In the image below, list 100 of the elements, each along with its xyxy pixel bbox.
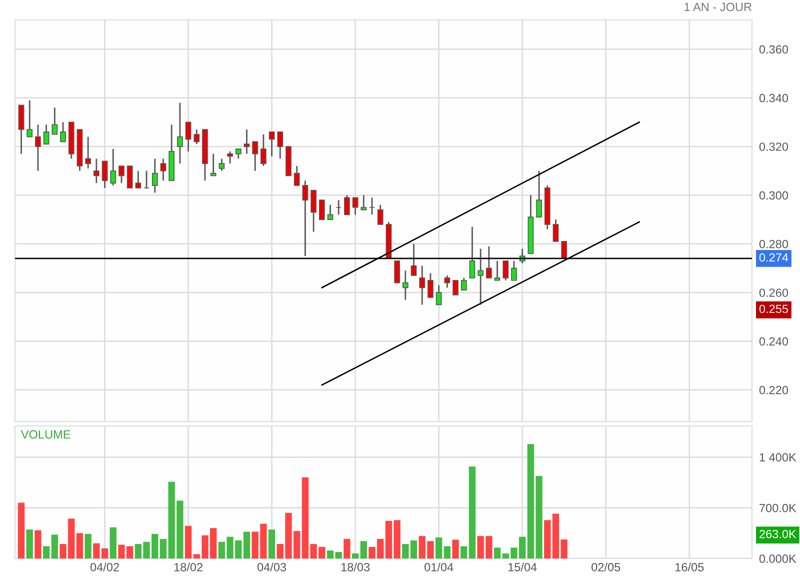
bar xyxy=(344,538,350,558)
bar xyxy=(452,540,459,558)
candlestick xyxy=(410,243,417,276)
candlestick xyxy=(177,102,183,164)
bar xyxy=(110,527,116,558)
candlestick xyxy=(218,158,225,172)
chart-title: VOLUME xyxy=(20,430,70,439)
text: 263.0K xyxy=(760,530,796,538)
candlestick xyxy=(60,122,66,142)
bar xyxy=(76,533,84,558)
bar xyxy=(18,502,25,558)
candlestick xyxy=(360,194,367,210)
candlestick xyxy=(310,190,316,232)
bar xyxy=(84,534,92,558)
candlestick xyxy=(344,194,350,216)
y-tick-label: 0.240 xyxy=(759,337,788,346)
candlestick xyxy=(394,260,400,284)
x-tick-label: 15/04 xyxy=(508,562,537,572)
candlestick xyxy=(144,170,150,189)
candlestick xyxy=(469,226,476,279)
candlestick xyxy=(244,128,250,155)
candlestick xyxy=(444,274,450,288)
bar xyxy=(468,466,476,558)
candlestick xyxy=(452,280,458,296)
candlestick xyxy=(302,180,308,257)
bar xyxy=(460,546,468,558)
bar xyxy=(34,530,42,558)
y-tick-label: 0.260 xyxy=(759,288,788,297)
candlestick xyxy=(511,260,517,282)
candlestick xyxy=(152,158,158,194)
ref-line-label: 0.274 xyxy=(759,253,788,262)
candlestick xyxy=(102,160,108,189)
x-tick-label: 04/03 xyxy=(257,562,286,572)
candlestick xyxy=(486,246,492,279)
x-tick-label: 01/04 xyxy=(424,562,454,572)
y-tick-label: 0.360 xyxy=(759,45,788,54)
candlestick xyxy=(552,218,559,242)
candlestick xyxy=(126,166,133,188)
x-tick-label: 18/03 xyxy=(341,562,370,572)
y-tick-label: 0.000K xyxy=(759,554,796,563)
bar xyxy=(184,526,192,558)
bar xyxy=(268,530,276,558)
candlestick xyxy=(352,196,358,216)
bar xyxy=(544,520,551,558)
candlestick xyxy=(502,260,509,282)
bar xyxy=(494,548,501,558)
candlestick xyxy=(110,148,116,186)
candlestick xyxy=(160,158,166,182)
candlestick xyxy=(336,199,342,216)
chart-subtitle: 1 AN - JOUR xyxy=(684,2,752,12)
candlestick xyxy=(536,170,542,218)
bar xyxy=(335,552,342,558)
candlestick xyxy=(52,106,58,136)
candlestick xyxy=(210,153,216,176)
bar xyxy=(51,534,58,558)
candlestick xyxy=(561,241,568,259)
candlestick xyxy=(277,131,284,160)
candlestick xyxy=(194,128,200,145)
candlestick xyxy=(118,165,124,184)
x-tick-label: 18/02 xyxy=(174,562,202,572)
candlestick xyxy=(377,204,384,226)
bar xyxy=(326,550,334,558)
bar xyxy=(435,538,442,558)
candlestick xyxy=(185,122,192,152)
y-tick-label: 0.320 xyxy=(759,142,788,151)
bar xyxy=(243,532,250,558)
candlestick xyxy=(436,284,442,306)
bar xyxy=(26,530,33,558)
bar xyxy=(42,546,50,558)
x-tick-label: 04/02 xyxy=(90,562,119,572)
y-tick-label: 0.340 xyxy=(759,94,788,102)
candlestick xyxy=(135,170,142,189)
candlestick xyxy=(227,150,233,164)
y-tick-label: 0.300 xyxy=(759,191,788,200)
candlestick xyxy=(478,248,484,306)
bar xyxy=(360,541,368,558)
x-tick-label: 16/05 xyxy=(675,562,704,572)
bar xyxy=(560,539,568,558)
candlestick xyxy=(94,158,100,184)
candlestick xyxy=(460,277,467,291)
candlestick xyxy=(35,124,41,172)
y-tick-label: 0.280 xyxy=(759,240,788,248)
x-tick-label: 02/05 xyxy=(592,562,620,572)
candlestick xyxy=(428,272,434,298)
candlestick xyxy=(252,140,258,172)
candlestick xyxy=(494,260,500,282)
candlestick xyxy=(327,204,334,220)
candlestick xyxy=(419,265,426,306)
candlestick xyxy=(235,148,242,160)
y-tick-label: 0.220 xyxy=(759,386,788,394)
bar xyxy=(444,546,451,558)
candlestick xyxy=(369,196,375,216)
bar xyxy=(352,553,359,558)
text: 0.255 xyxy=(759,304,788,314)
candlestick xyxy=(318,200,325,220)
candlestick xyxy=(85,136,91,170)
candlestick xyxy=(43,124,50,145)
y-tick-label: 1 400K xyxy=(760,453,796,462)
candlestick xyxy=(260,134,266,167)
bar xyxy=(552,514,560,558)
